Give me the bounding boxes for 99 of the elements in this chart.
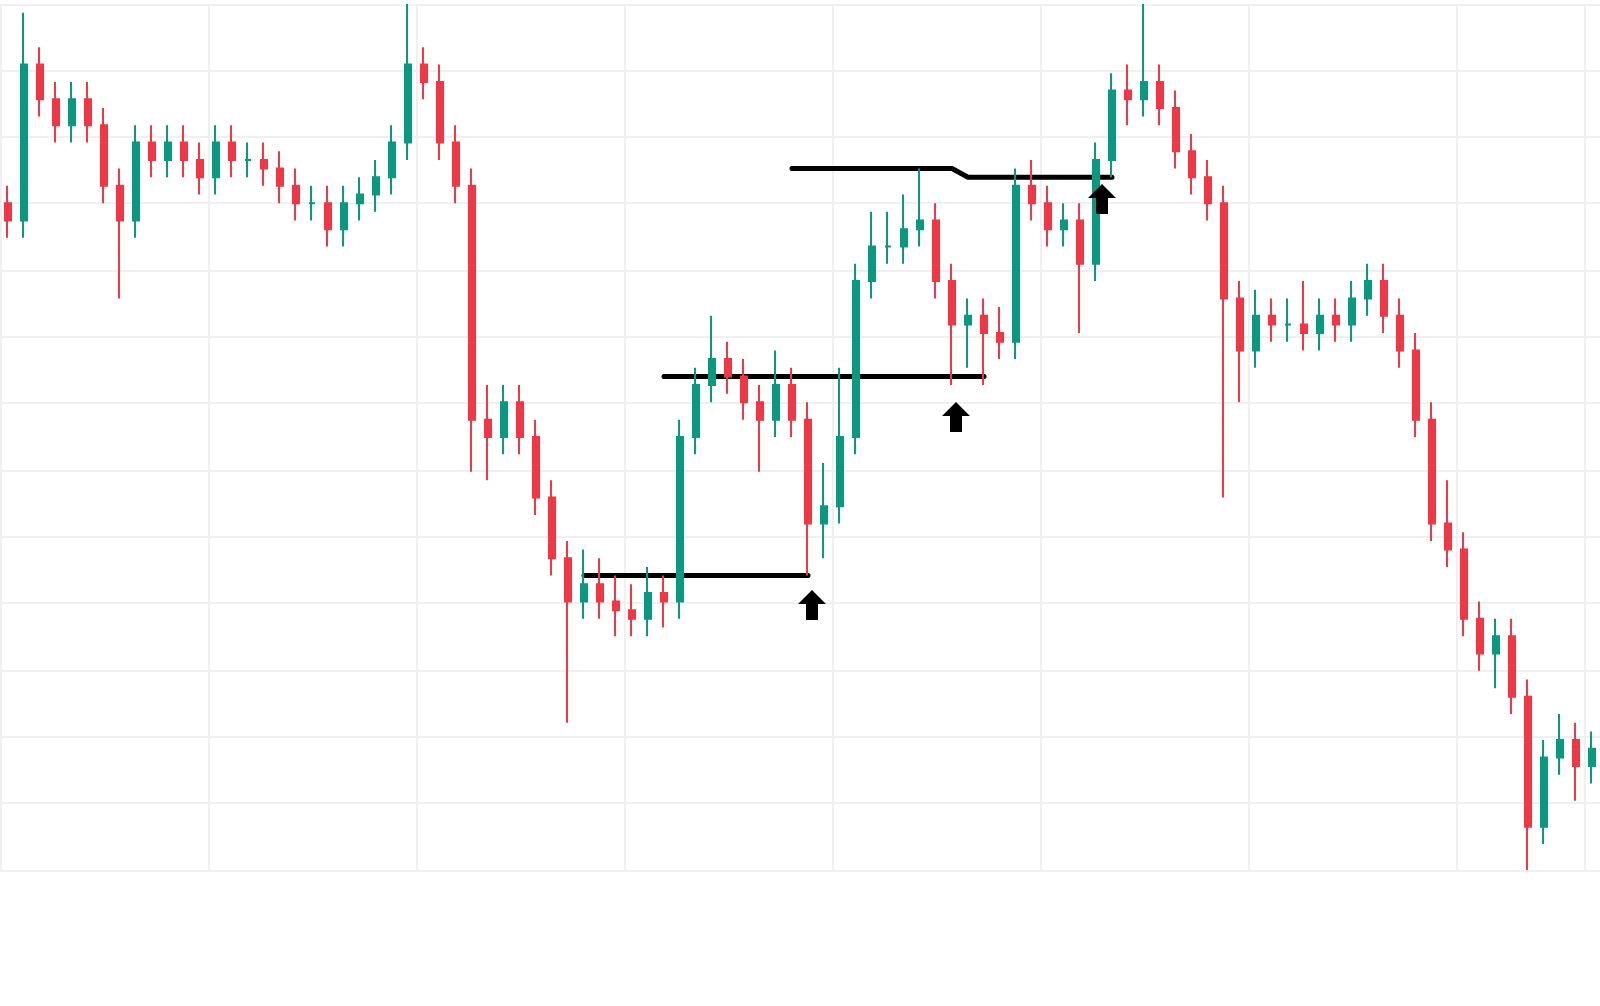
candlestick [804, 401, 812, 577]
candlestick [868, 210, 876, 300]
candlestick [276, 150, 284, 205]
candlestick [1460, 531, 1468, 638]
candlestick [900, 193, 908, 265]
candlestick [644, 565, 652, 638]
candlestick [692, 366, 700, 456]
candlestick [1220, 184, 1228, 499]
candlestick [1364, 262, 1372, 317]
candlestick [1140, 3, 1148, 118]
candlestick [244, 141, 252, 179]
candlestick [1428, 401, 1436, 542]
candlestick [372, 158, 380, 213]
candlestick [404, 3, 412, 161]
candlestick [1044, 184, 1052, 248]
candlestick [884, 210, 892, 265]
candlestick [20, 11, 28, 239]
candlestick [596, 557, 604, 620]
candlestick [1204, 158, 1212, 222]
candlestick [1380, 262, 1388, 335]
candlestick [820, 461, 828, 560]
candlestick [1060, 202, 1068, 248]
candlestick [1156, 63, 1164, 127]
candlestick [1348, 280, 1356, 343]
candlestick [1396, 297, 1404, 369]
candlestick [1172, 89, 1180, 170]
candlestick [180, 124, 188, 179]
candlestick [740, 358, 748, 421]
candlestick [724, 340, 732, 395]
candlestick [260, 141, 268, 187]
candlestick [1492, 617, 1500, 690]
candlestick [1284, 297, 1292, 343]
candlestick [1108, 72, 1116, 179]
candlestick [468, 167, 476, 473]
candlestick [164, 124, 172, 179]
candlestick [1524, 678, 1532, 871]
candlestick [788, 366, 796, 438]
candlestick [1300, 280, 1308, 352]
candlestick [1540, 739, 1548, 846]
candlestick [420, 46, 428, 101]
candlestick [548, 479, 556, 577]
candlestick [932, 202, 940, 300]
candlestick [340, 184, 348, 248]
candlestick [1028, 158, 1036, 222]
candlestick [100, 106, 108, 205]
candlestick [324, 184, 332, 248]
candlestick [84, 80, 92, 144]
candlestick [772, 349, 780, 438]
candlestick [1588, 730, 1596, 785]
candlestick [52, 80, 60, 144]
candlestick [388, 124, 396, 196]
candlestick [196, 141, 204, 196]
candlestick [676, 418, 684, 620]
candlestick [980, 297, 988, 387]
candlestick [148, 124, 156, 179]
candlestick [212, 124, 220, 196]
candlestick [1572, 721, 1580, 802]
candlestick [1236, 280, 1244, 404]
candlestick [628, 583, 636, 638]
candlestick [4, 184, 12, 239]
candlestick [1316, 297, 1324, 352]
candlestick [452, 124, 460, 205]
candlestick [916, 167, 924, 248]
candlestick [308, 184, 316, 222]
candlestick [564, 539, 572, 724]
candlestick [292, 167, 300, 222]
candlestick [1124, 63, 1132, 127]
candlestick [500, 384, 508, 456]
candlestick [1508, 617, 1516, 716]
candlestick [1332, 297, 1340, 343]
candlestick [996, 306, 1004, 361]
candlestick [1268, 297, 1276, 343]
candlestick [1252, 288, 1260, 369]
candlestick [612, 574, 620, 638]
candlestick [532, 418, 540, 516]
candlestick [852, 262, 860, 456]
candlestick [1188, 132, 1196, 196]
candlestick [1076, 202, 1084, 335]
candlestick [1556, 713, 1564, 776]
candlestick [1444, 479, 1452, 568]
candlestick [68, 80, 76, 144]
candlestick [1412, 332, 1420, 438]
candlestick [1012, 167, 1020, 361]
candlestick [436, 63, 444, 161]
candlestick [580, 548, 588, 620]
candlestick [36, 46, 44, 118]
candlestick [708, 314, 716, 404]
candlestick [660, 574, 668, 629]
candlestick [516, 384, 524, 456]
candlestick [484, 384, 492, 482]
candlestick [948, 262, 956, 387]
candlestick [836, 366, 844, 525]
candlestick [1476, 600, 1484, 672]
candlestick [964, 297, 972, 369]
candlestick [356, 176, 364, 222]
candlestick [116, 167, 124, 300]
candlestick [756, 384, 764, 473]
candlestick [132, 124, 140, 239]
candlestick [228, 124, 236, 179]
